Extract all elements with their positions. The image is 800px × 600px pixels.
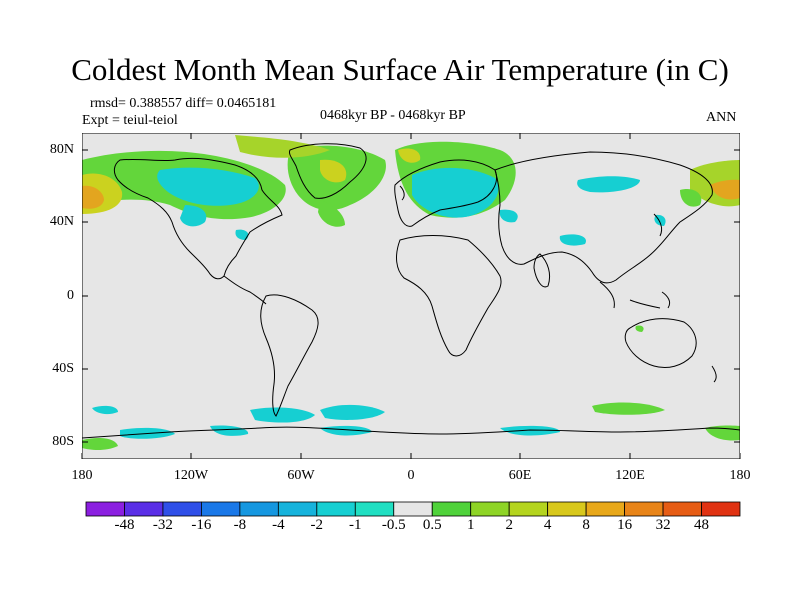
colorbar-label-6: -1 bbox=[349, 517, 362, 533]
colorbar-box-0 bbox=[85, 501, 125, 517]
coast-southeast-asia bbox=[599, 281, 671, 309]
colorbar-box-1 bbox=[124, 501, 164, 517]
colorbar-label-2: -16 bbox=[191, 517, 212, 533]
coast-north-america bbox=[113, 157, 283, 280]
anomaly-antarctic-cyan-2 bbox=[210, 425, 249, 436]
anomaly-southern-ocean-cyan-1 bbox=[250, 407, 315, 423]
anomaly-alaska-orange bbox=[82, 185, 104, 209]
lon-label-180w: 180 bbox=[71, 468, 93, 483]
lat-label-40s: 40S bbox=[52, 361, 74, 376]
colorbar-box-2 bbox=[162, 501, 202, 517]
anomaly-east-asia-green bbox=[680, 189, 702, 207]
lon-label-120w: 120W bbox=[173, 468, 209, 483]
anomaly-shading bbox=[82, 135, 740, 450]
colorbar-label-4: -4 bbox=[272, 517, 285, 533]
lat-label-80n: 80N bbox=[49, 142, 74, 157]
anomaly-greenland-yellow bbox=[320, 159, 347, 183]
lat-label-40n: 40N bbox=[49, 214, 74, 229]
colorbar-label-8: 0.5 bbox=[422, 517, 442, 533]
coastlines bbox=[82, 143, 740, 439]
coast-uk bbox=[399, 185, 405, 201]
anomaly-southern-ocean-cyan-3 bbox=[92, 405, 118, 415]
season-label: ANN bbox=[706, 110, 737, 125]
coast-africa bbox=[396, 235, 502, 357]
anomaly-atlantic-green bbox=[318, 200, 345, 227]
colorbar-box-10 bbox=[470, 501, 510, 517]
colorbar-label-3: -8 bbox=[233, 517, 247, 533]
anomaly-north-pacific-orange bbox=[710, 179, 740, 200]
colorbar-label-9: 1 bbox=[466, 517, 475, 533]
colorbar-box-5 bbox=[277, 501, 318, 517]
axis-ticks bbox=[81, 133, 741, 459]
anomaly-us-cyan bbox=[235, 229, 249, 240]
coast-europe bbox=[394, 159, 497, 227]
lon-label-180e: 180 bbox=[729, 468, 751, 483]
colorbar-box-11 bbox=[508, 501, 549, 517]
colorbar-box-3 bbox=[201, 501, 241, 517]
lon-label-120e: 120E bbox=[615, 468, 645, 483]
colorbar-label-12: 8 bbox=[582, 517, 590, 533]
coast-antarctica bbox=[82, 426, 740, 439]
colorbar-label-0: -48 bbox=[114, 517, 135, 533]
anomaly-central-asia-cyan bbox=[499, 209, 518, 223]
colorbar-label-15: 48 bbox=[694, 517, 709, 533]
colorbar-box-15 bbox=[662, 501, 702, 517]
anomaly-southern-ocean-cyan-2 bbox=[320, 404, 385, 420]
colorbar-label-11: 4 bbox=[543, 517, 552, 533]
anomaly-tibet-cyan bbox=[559, 234, 586, 246]
coast-central-america bbox=[223, 275, 267, 305]
colorbar-label-1: -32 bbox=[152, 517, 173, 533]
colorbar-box-13 bbox=[585, 501, 625, 517]
anomaly-australia-green bbox=[635, 325, 644, 332]
anomaly-barents-yellow bbox=[398, 148, 421, 163]
colorbar bbox=[85, 501, 741, 517]
experiment-text: Expt = teiul-teiol bbox=[82, 113, 178, 128]
colorbar-label-5: -2 bbox=[310, 517, 324, 533]
colorbar-box-12 bbox=[547, 501, 587, 517]
colorbar-label-10: 2 bbox=[505, 517, 513, 533]
colorbar-box-16 bbox=[701, 501, 741, 517]
colorbar-box-7 bbox=[354, 501, 395, 517]
coast-australia bbox=[624, 318, 697, 369]
coast-asia bbox=[494, 151, 713, 284]
coast-japan bbox=[653, 213, 663, 237]
colorbar-label-13: 16 bbox=[617, 517, 633, 533]
colorbar-box-9 bbox=[431, 501, 472, 517]
colorbar-box-8 bbox=[393, 501, 433, 517]
colorbar-label-14: 32 bbox=[655, 517, 671, 533]
lat-label-0: 0 bbox=[67, 288, 74, 303]
lon-label-60e: 60E bbox=[508, 468, 532, 483]
lon-label-60w: 60W bbox=[287, 468, 315, 483]
anomaly-europe-cyan bbox=[412, 167, 499, 218]
lon-label-0: 0 bbox=[407, 468, 415, 483]
anomaly-arctic-yellowgreen bbox=[235, 135, 330, 158]
colorbar-box-6 bbox=[316, 501, 356, 517]
colorbar-label-7: -0.5 bbox=[381, 517, 406, 533]
colorbar-box-4 bbox=[239, 501, 279, 517]
period-text: 0468kyr BP - 0468kyr BP bbox=[320, 108, 466, 123]
colorbar-box-14 bbox=[624, 501, 664, 517]
anomaly-antarctic-green bbox=[82, 438, 118, 450]
coast-south-america bbox=[260, 294, 319, 417]
anomaly-southern-ocean-green bbox=[592, 402, 665, 415]
rmsd-diff-text: rmsd= 0.388557 diff= 0.0465181 bbox=[90, 96, 277, 111]
anomaly-antarctic-cyan-3 bbox=[320, 425, 372, 436]
anomaly-canada-south-cyan bbox=[180, 205, 207, 227]
lat-label-80s: 80S bbox=[52, 434, 74, 449]
coast-greenland bbox=[289, 143, 367, 199]
coast-india bbox=[533, 253, 551, 288]
anomaly-canada-cyan bbox=[157, 167, 259, 206]
figure-title: Coldest Month Mean Surface Air Temperatu… bbox=[71, 52, 729, 87]
coast-new-zealand bbox=[711, 365, 717, 383]
map-plot bbox=[82, 133, 740, 459]
anomaly-siberia-cyan bbox=[577, 176, 640, 193]
anomaly-antarctic-cyan-4 bbox=[500, 425, 560, 436]
